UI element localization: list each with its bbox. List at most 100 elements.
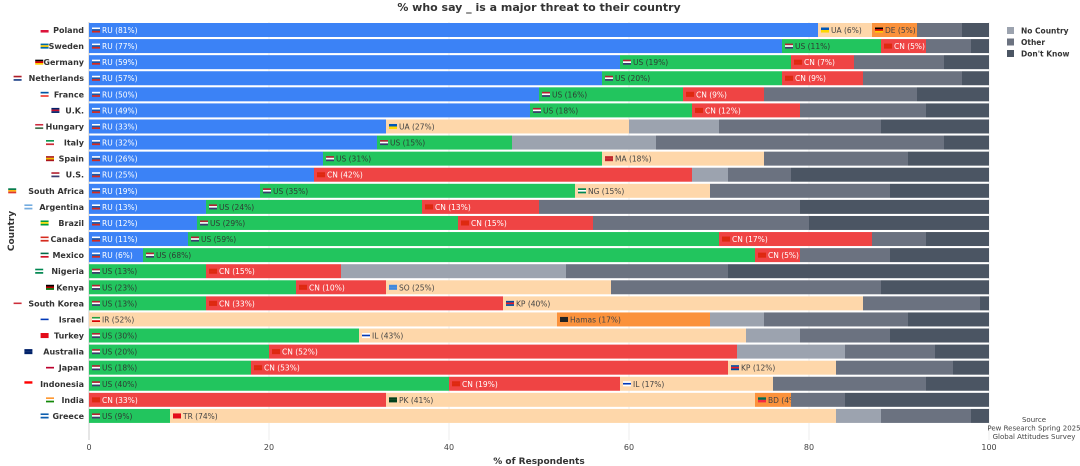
flag-us-icon bbox=[92, 268, 100, 274]
flag-stripe bbox=[173, 415, 181, 419]
flag-stripe bbox=[46, 368, 54, 371]
flag-stripe bbox=[380, 141, 388, 144]
flag-stripe bbox=[425, 206, 433, 210]
flag-stripe bbox=[92, 43, 100, 46]
flag-ng-icon bbox=[578, 188, 586, 194]
flag-ru-icon bbox=[92, 27, 100, 33]
bar-segment-dont-know bbox=[944, 55, 989, 70]
bar-segment-us bbox=[89, 328, 359, 343]
flag-us-icon bbox=[785, 43, 793, 49]
flag-pk-icon bbox=[389, 397, 397, 403]
flag-stripe bbox=[785, 45, 793, 47]
x-tick-label: 0 bbox=[86, 443, 91, 452]
flag-stripe bbox=[785, 78, 793, 81]
bar-segment-other bbox=[872, 232, 926, 247]
bar-segment-us bbox=[782, 39, 881, 54]
flag-stripe bbox=[272, 351, 280, 355]
bar-row-south-africa: South Africa RU (19%) US (35%) NG (15%) bbox=[8, 183, 989, 198]
segment-label: BD (4%) bbox=[768, 396, 799, 405]
flag-cn-icon bbox=[461, 220, 469, 226]
segment-label: US (13%) bbox=[102, 267, 137, 276]
flag-stripe bbox=[92, 382, 100, 385]
country-label: Canada bbox=[51, 235, 85, 244]
flag-stripe bbox=[51, 175, 60, 178]
bar-segment-ng bbox=[575, 183, 710, 198]
flag-stripe bbox=[92, 220, 100, 223]
bar-segment-il bbox=[620, 376, 773, 391]
bar-segment-ru bbox=[89, 87, 539, 102]
bar-row-greece: Greece US (9%) TR (74%) bbox=[40, 408, 989, 423]
flag-stripe bbox=[92, 125, 100, 128]
flag-stripe bbox=[506, 304, 514, 306]
bar-segment-ir bbox=[89, 312, 557, 327]
flag-id-icon bbox=[24, 381, 33, 387]
bar-segment-ma bbox=[602, 151, 764, 166]
flag-stripe bbox=[317, 174, 325, 178]
bar-row-u-k-: U.K. RU (49%) US (18%) CN (12%) bbox=[51, 103, 989, 118]
country-label: Nigeria bbox=[51, 267, 84, 276]
segment-label: CN (17%) bbox=[732, 235, 768, 244]
flag-stripe bbox=[40, 91, 49, 94]
flag-stripe bbox=[35, 270, 44, 273]
flag-stripe bbox=[92, 320, 100, 322]
bar-segment-dont-know bbox=[962, 23, 989, 37]
flag-stripe bbox=[92, 59, 100, 62]
flag-us-icon bbox=[51, 172, 60, 178]
flag-stripe bbox=[92, 336, 100, 339]
flag-stripe bbox=[40, 415, 49, 417]
bar-segment-us bbox=[377, 135, 512, 150]
flag-stripe bbox=[272, 349, 280, 352]
flag-cn-icon bbox=[758, 252, 766, 258]
bar-segment-us bbox=[188, 232, 719, 247]
x-tick-label: 20 bbox=[264, 443, 274, 452]
flag-stripe bbox=[506, 300, 514, 303]
bar-segment-dont-know bbox=[845, 392, 989, 407]
flag-stripe bbox=[46, 284, 54, 287]
flag-pl-icon bbox=[40, 27, 49, 33]
flag-ma-icon bbox=[605, 156, 613, 162]
x-tick-label: 80 bbox=[804, 443, 814, 452]
flag-stripe bbox=[389, 284, 397, 288]
flag-stripe bbox=[785, 46, 793, 49]
flag-gb-icon bbox=[51, 107, 60, 113]
bar-row-france: France RU (50%) US (16%) CN (9%) bbox=[40, 87, 989, 102]
bar-segment-other bbox=[836, 360, 953, 375]
bar-segment-other bbox=[863, 71, 962, 86]
bar-segment-dont-know bbox=[908, 151, 989, 166]
flag-stripe bbox=[92, 300, 100, 303]
country-label: Argentina bbox=[39, 203, 84, 212]
y-axis-title: Country bbox=[7, 211, 17, 251]
bar-segment-no-country bbox=[710, 312, 764, 327]
flag-stripe bbox=[92, 252, 100, 255]
flag-bd-icon bbox=[758, 397, 766, 403]
bar-row-nigeria: Nigeria US (13%) CN (15%) bbox=[35, 264, 989, 279]
bar-segment-no-country bbox=[836, 408, 881, 423]
flag-stripe bbox=[254, 365, 262, 368]
flag-ru-icon bbox=[92, 172, 100, 178]
flag-stripe bbox=[146, 252, 154, 255]
flag-cn-icon bbox=[695, 107, 703, 113]
flag-stripe bbox=[884, 43, 892, 47]
bar-row-indonesia: Indonesia US (40%) CN (19%) IL (17%) bbox=[24, 376, 989, 391]
flag-stripe bbox=[40, 333, 49, 336]
segment-label: CN (15%) bbox=[219, 267, 255, 276]
flag-stripe bbox=[209, 207, 217, 210]
flag-stripe bbox=[191, 236, 199, 239]
segment-label: US (59%) bbox=[201, 235, 236, 244]
flag-stripe bbox=[299, 284, 307, 288]
flag-stripe bbox=[40, 335, 49, 339]
flag-stripe bbox=[785, 43, 793, 46]
flag-stripe bbox=[623, 61, 631, 64]
bar-segment-ru bbox=[89, 167, 314, 182]
bar-segment-dont-know bbox=[944, 135, 989, 150]
bar-segment-cn bbox=[881, 39, 926, 54]
bar-segment-so bbox=[386, 280, 611, 295]
segment-label: US (18%) bbox=[543, 106, 578, 115]
flag-stripe bbox=[35, 59, 44, 62]
bar-segment-no-country bbox=[746, 328, 800, 343]
flag-stripe bbox=[533, 107, 541, 110]
bar-row-canada: Canada RU (11%) US (59%) CN (17%) bbox=[40, 232, 989, 247]
flag-kp-icon bbox=[506, 300, 514, 306]
flag-stripe bbox=[35, 61, 44, 64]
bar-segment-us bbox=[530, 103, 692, 118]
